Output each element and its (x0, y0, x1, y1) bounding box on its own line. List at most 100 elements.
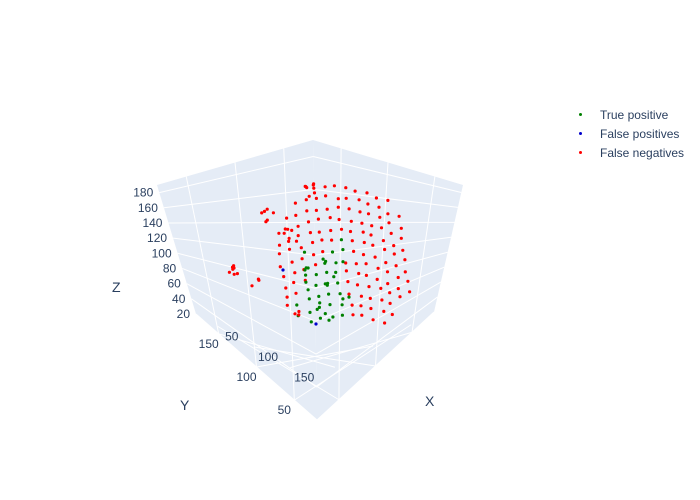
data-point (299, 246, 303, 250)
data-point (354, 262, 358, 266)
data-point (386, 198, 390, 202)
grid-line-y (234, 162, 257, 368)
data-point (323, 312, 327, 316)
grid-line-z (195, 313, 318, 421)
data-point (397, 214, 401, 218)
data-point (294, 291, 298, 295)
data-point (277, 252, 281, 256)
data-point (341, 297, 345, 301)
data-point (373, 255, 377, 259)
z-tick-label: 100 (152, 246, 172, 260)
data-point (376, 266, 380, 270)
data-point (390, 312, 394, 317)
grid-line-x (338, 148, 342, 400)
data-point (309, 320, 313, 324)
grid-line-z (315, 266, 445, 322)
data-point (321, 250, 325, 254)
data-point (227, 270, 231, 274)
data-point (287, 239, 291, 243)
data-point (325, 270, 329, 274)
data-point (396, 275, 400, 280)
data-point (346, 280, 350, 284)
legend-item-true-positive[interactable]: True positive (560, 105, 684, 124)
data-point (305, 209, 309, 213)
data-point (314, 273, 318, 277)
data-point (394, 264, 398, 268)
data-point (323, 282, 327, 286)
data-point (324, 259, 328, 263)
data-point (392, 244, 396, 248)
grid-line-x (375, 162, 389, 367)
legend-item-false-negatives[interactable]: False negatives (560, 143, 684, 162)
data-point (406, 279, 410, 283)
x-axis-title: X (425, 393, 435, 409)
grid-line-y (218, 333, 336, 368)
data-point (379, 226, 384, 230)
data-point (304, 185, 308, 189)
z-tick-label: 180 (133, 186, 153, 200)
z-tick-label: 60 (167, 277, 181, 291)
data-point (360, 221, 364, 225)
data-point (378, 215, 382, 219)
data-point (302, 250, 307, 254)
data-point (281, 268, 285, 272)
grid-line-z (313, 155, 462, 193)
data-point (308, 310, 312, 314)
data-point (338, 292, 342, 296)
data-point (351, 313, 355, 317)
data-point (295, 303, 299, 307)
data-point (398, 295, 402, 299)
data-point (339, 227, 344, 231)
data-point (265, 207, 269, 211)
data-point (364, 273, 368, 277)
back-pane-yz (157, 140, 317, 420)
x-tick-label: 150 (294, 371, 314, 385)
data-point (344, 261, 348, 265)
data-point (297, 309, 301, 314)
data-point (392, 252, 396, 256)
data-point (408, 290, 412, 294)
data-point (385, 270, 390, 274)
data-point (357, 198, 361, 202)
data-point (300, 257, 304, 261)
data-point (355, 283, 360, 287)
z-tick-label: 120 (147, 231, 167, 245)
data-point (360, 313, 364, 317)
data-point (264, 220, 268, 224)
data-point (232, 272, 236, 276)
data-point (339, 238, 343, 242)
data-point (377, 205, 381, 209)
legend-item-false-positives[interactable]: False positives (560, 124, 684, 143)
data-point (368, 296, 372, 300)
data-point (312, 253, 316, 257)
legend-label: True positive (600, 107, 669, 122)
data-point (312, 191, 317, 195)
grid-line-z (172, 237, 315, 256)
z-tick-label: 160 (138, 201, 158, 215)
data-point (367, 285, 371, 289)
y-tick-label: 100 (236, 370, 256, 384)
data-point (328, 303, 332, 307)
data-point (347, 292, 351, 296)
data-point (357, 271, 361, 276)
data-point (388, 301, 392, 305)
data-point (387, 221, 391, 225)
data-point (293, 201, 297, 205)
data-point (296, 234, 300, 238)
data-point (365, 191, 369, 195)
grid-line-z (316, 296, 438, 388)
grid-line-x (411, 176, 436, 333)
legend-label: False positives (600, 126, 680, 141)
grid-line-z (168, 221, 315, 224)
data-point (318, 301, 322, 305)
data-point (375, 277, 379, 281)
legend: True positive False positives False nega… (560, 105, 684, 162)
data-point (317, 294, 321, 298)
data-point (317, 305, 321, 309)
data-point (314, 283, 318, 287)
data-point (371, 243, 375, 247)
data-point (362, 240, 366, 245)
data-point (366, 212, 371, 216)
data-point (340, 313, 344, 317)
